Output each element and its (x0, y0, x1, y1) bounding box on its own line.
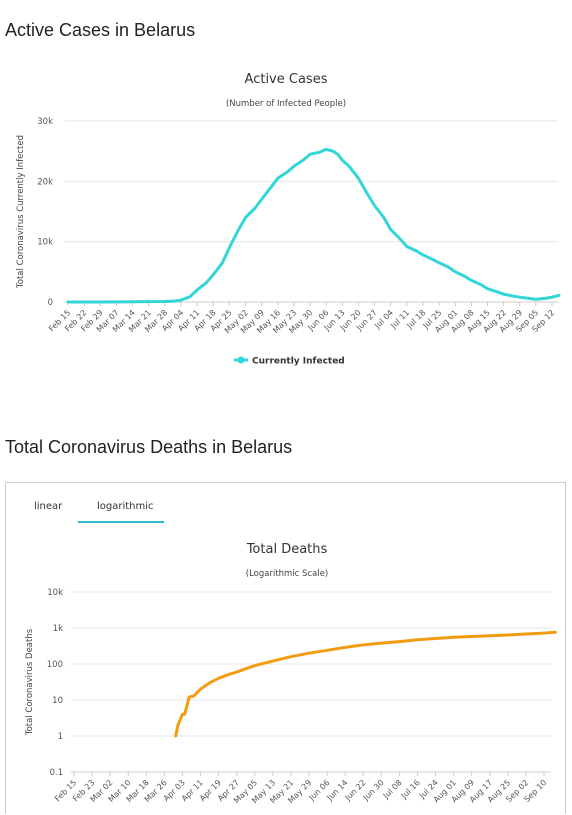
y-tick-label: 0.1 (49, 768, 63, 778)
active-cases-section-title: Active Cases in Belarus (5, 20, 196, 40)
y-tick-label: 1 (58, 732, 63, 742)
chart-title: Active Cases (245, 72, 328, 87)
y-tick-label: 0 (48, 298, 53, 308)
active-cases-chart: Active Cases (Number of Infected People) 0… (16, 72, 561, 367)
legend-item-currently-infected[interactable]: Currently Infected (234, 356, 345, 367)
tab-logarithmic[interactable]: logarithmic (97, 501, 154, 512)
legend-label: Currently Infected (252, 357, 345, 367)
deaths-chart-panel: linear logarithmic Total Deaths (Logarith… (5, 482, 566, 814)
active-tab-indicator (78, 521, 164, 523)
legend-swatch-marker (237, 356, 245, 364)
total-deaths-chart: Total Deaths (Logarithmic Scale) 0.1 1 10 100… (25, 542, 557, 805)
chart-title: Total Deaths (246, 542, 328, 557)
series-line (174, 630, 557, 738)
y-tick-label: 30k (37, 117, 53, 127)
x-tick-label: Jul 08 (381, 778, 404, 801)
y-axis-title: Total Coronavirus Currently Infected (16, 135, 26, 289)
chart-subtitle: (Logarithmic Scale) (246, 569, 329, 579)
scale-tabs: linear logarithmic (6, 483, 565, 525)
y-tick-label: 100 (47, 660, 63, 670)
series-line (66, 147, 561, 304)
y-tick-label: 10k (37, 238, 53, 248)
y-tick-label: 1k (53, 624, 63, 634)
y-tick-label: 20k (37, 177, 53, 187)
tab-linear[interactable]: linear (34, 501, 63, 512)
x-tick-label: Jul 16 (399, 778, 422, 801)
chart-subtitle: (Number of Infected People) (226, 99, 346, 109)
total-deaths-section-title: Total Coronavirus Deaths in Belarus (5, 437, 293, 457)
y-tick-label: 10 (52, 696, 63, 706)
y-tick-label: 10k (47, 588, 63, 598)
y-axis-title: Total Coronavirus Deaths (25, 628, 35, 736)
